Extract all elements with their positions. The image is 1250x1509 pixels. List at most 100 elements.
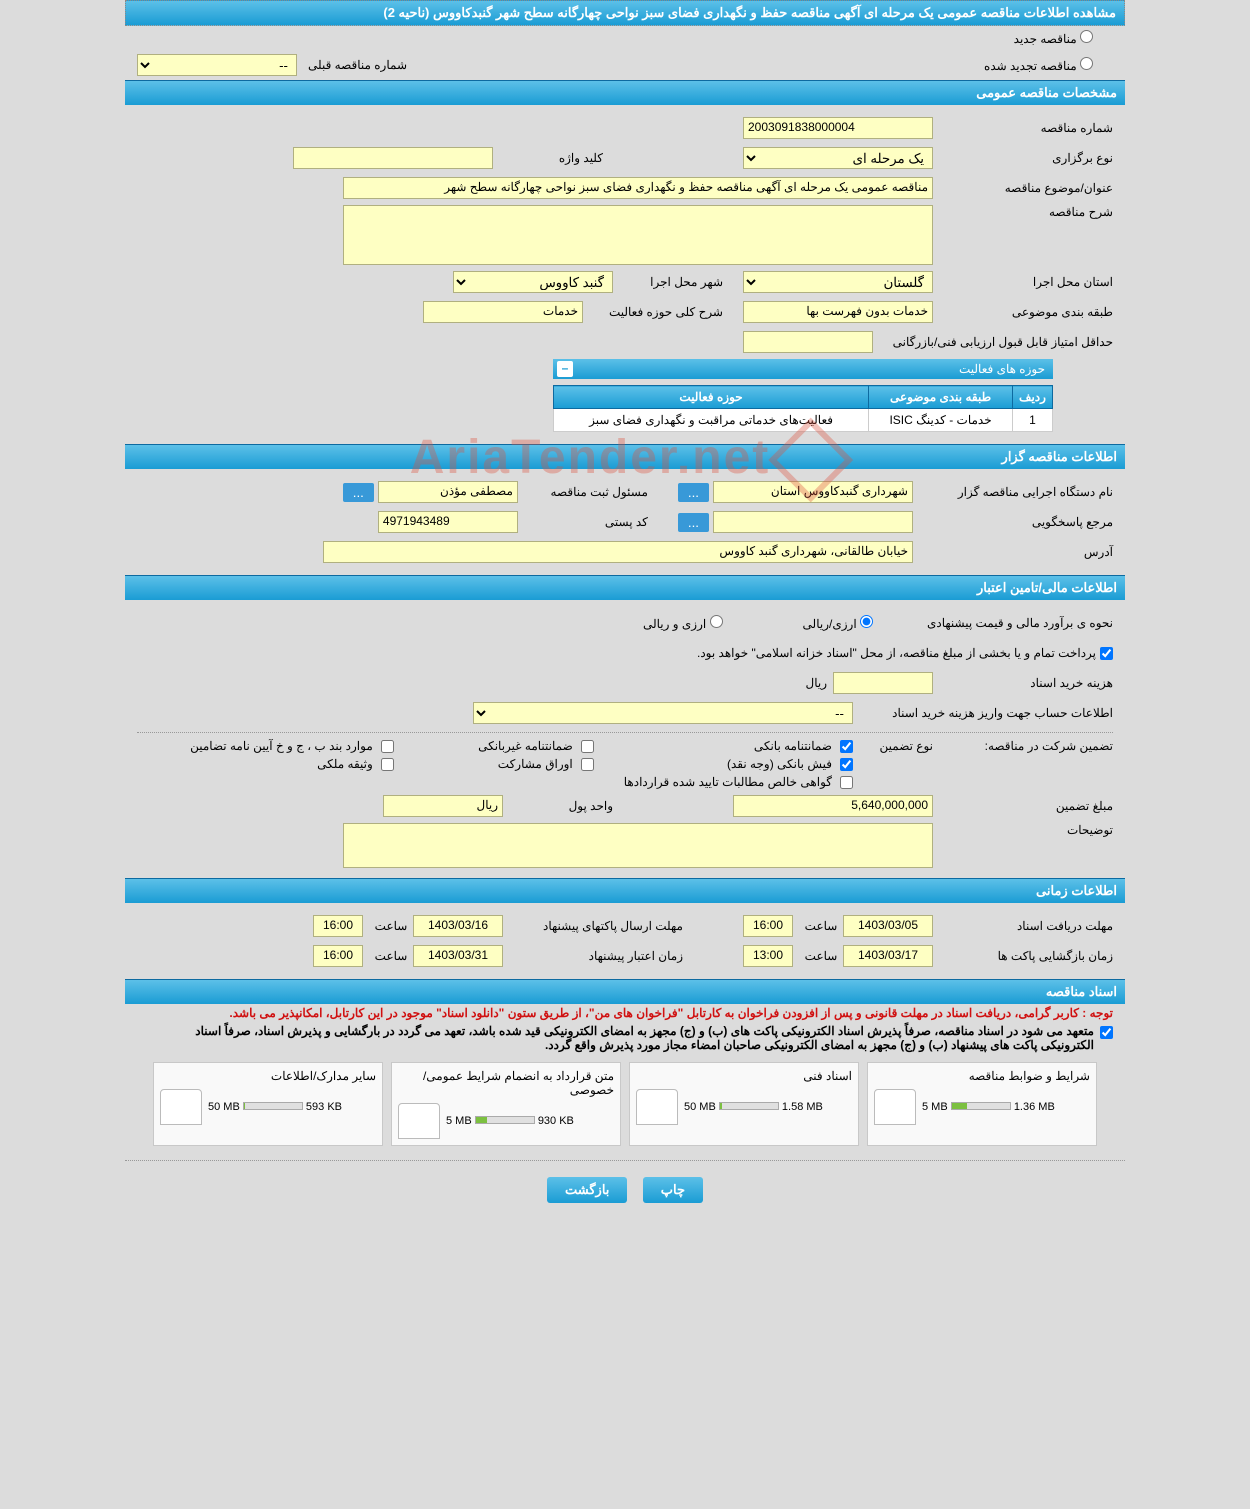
doc-quota: 5 MB	[446, 1115, 472, 1127]
th-row: ردیف	[1013, 386, 1053, 409]
section-documents: اسناد مناقصه	[125, 979, 1125, 1004]
type-select[interactable]: یک مرحله ای	[743, 147, 933, 169]
classification-label: طبقه بندی موضوعی	[933, 305, 1113, 319]
radio-renewed-tender-label: مناقصه تجدید شده	[984, 59, 1077, 73]
resp-input[interactable]	[713, 511, 913, 533]
doc-cost-input[interactable]	[833, 672, 933, 694]
payment-note-checkbox[interactable]	[1100, 647, 1113, 660]
radio-new-tender[interactable]: مناقصه جدید	[1014, 32, 1093, 46]
radio-rial[interactable]: ارزی/ریالی	[803, 615, 873, 631]
radio-new-tender-input[interactable]	[1080, 30, 1093, 43]
radio-new-tender-label: مناقصه جدید	[1014, 32, 1077, 46]
check-certified[interactable]	[840, 776, 853, 789]
validity-label: زمان اعتبار پیشنهاد	[503, 949, 683, 963]
radio-rial-label: ارزی/ریالی	[803, 617, 857, 631]
doc-title: شرایط و ضوابط مناقصه	[874, 1069, 1090, 1083]
doc-card[interactable]: متن قرارداد به انضمام شرایط عمومی/خصوصی …	[391, 1062, 621, 1146]
radio-foreign-input[interactable]	[710, 615, 723, 628]
print-button[interactable]: چاپ	[643, 1177, 703, 1203]
check-specific[interactable]	[381, 740, 394, 753]
radio-foreign[interactable]: ارزی و ریالی	[643, 615, 723, 631]
folder-icon	[160, 1089, 202, 1125]
validity-time-label: ساعت	[363, 949, 413, 963]
resp-reg-label: مسئول ثبت مناقصه	[518, 485, 648, 499]
doc-quota: 50 MB	[208, 1101, 240, 1113]
folder-icon	[874, 1089, 916, 1125]
unit-value: ریال	[383, 795, 503, 817]
min-score-input[interactable]	[743, 331, 873, 353]
check-bonds-label: اوراق مشارکت	[498, 757, 573, 771]
back-button[interactable]: بازگشت	[547, 1177, 627, 1203]
radio-rial-input[interactable]	[860, 615, 873, 628]
doc-size: 593 KB	[306, 1101, 342, 1113]
doc-title: متن قرارداد به انضمام شرایط عمومی/خصوصی	[398, 1069, 614, 1097]
send-time-label: ساعت	[363, 919, 413, 933]
prev-number-label: شماره مناقصه قبلی	[297, 58, 407, 72]
validity-time: 16:00	[313, 945, 363, 967]
exec-label: نام دستگاه اجرایی مناقصه گزار	[913, 485, 1113, 499]
doc-cost-label: هزینه خرید اسناد	[933, 676, 1113, 690]
activity-gen-value: خدمات	[423, 301, 583, 323]
activity-table: ردیف طبقه بندی موضوعی حوزه فعالیت 1خدمات…	[553, 385, 1053, 432]
description-label: شرح مناقصه	[933, 205, 1113, 219]
folder-icon	[636, 1089, 678, 1125]
guarantee-type-label: نوع تضمین	[853, 739, 933, 753]
check-bank[interactable]	[840, 740, 853, 753]
amount-label: مبلغ تضمین	[933, 799, 1113, 813]
check-bank-label: ضمانتنامه بانکی	[754, 739, 832, 753]
doc-size: 930 KB	[538, 1115, 574, 1127]
subject-value: مناقصه عمومی یک مرحله ای آگهی مناقصه حفظ…	[343, 177, 933, 199]
check-cash[interactable]	[840, 758, 853, 771]
city-label: شهر محل اجرا	[613, 275, 723, 289]
doc-card[interactable]: سایر مدارک/اطلاعات 50 MB 593 KB	[153, 1062, 383, 1146]
city-select[interactable]: گنبد کاووس	[453, 271, 613, 293]
subject-label: عنوان/موضوع مناقصه	[933, 181, 1113, 195]
guarantee-label: تضمین شرکت در مناقصه:	[933, 739, 1113, 753]
collapse-icon[interactable]: –	[557, 361, 573, 377]
exec-lookup-button[interactable]: ...	[678, 483, 709, 502]
check-property-label: وثیقه ملکی	[317, 757, 373, 771]
doc-size: 1.58 MB	[782, 1101, 823, 1113]
open-label: زمان بازگشایی پاکت ها	[933, 949, 1113, 963]
receive-time: 16:00	[743, 915, 793, 937]
doc-note-red: توجه : کاربر گرامی، دریافت اسناد در مهلت…	[125, 1004, 1125, 1022]
radio-renewed-tender[interactable]: مناقصه تجدید شده	[984, 57, 1093, 73]
receive-time-label: ساعت	[793, 919, 843, 933]
section-financial: اطلاعات مالی/تامین اعتبار	[125, 575, 1125, 600]
classification-value: خدمات بدون فهرست بها	[743, 301, 933, 323]
open-date: 1403/03/17	[843, 945, 933, 967]
section-organizer: اطلاعات مناقصه گزار	[125, 444, 1125, 469]
explain-textarea[interactable]	[343, 823, 933, 868]
open-time: 13:00	[743, 945, 793, 967]
province-label: استان محل اجرا	[933, 275, 1113, 289]
resp-reg-lookup-button[interactable]: ...	[343, 483, 374, 502]
send-date: 1403/03/16	[413, 915, 503, 937]
doc-card[interactable]: اسناد فنی 50 MB 1.58 MB	[629, 1062, 859, 1146]
description-textarea[interactable]	[343, 205, 933, 265]
check-nonbank[interactable]	[581, 740, 594, 753]
account-label: اطلاعات حساب جهت واریز هزینه خرید اسناد	[853, 706, 1113, 720]
check-bonds[interactable]	[581, 758, 594, 771]
receive-date: 1403/03/05	[843, 915, 933, 937]
resp-reg-value: مصطفی مؤذن	[378, 481, 518, 503]
doc-cost-unit: ریال	[805, 676, 827, 690]
doc-card[interactable]: شرایط و ضوابط مناقصه 5 MB 1.36 MB	[867, 1062, 1097, 1146]
province-select[interactable]: گلستان	[743, 271, 933, 293]
account-select[interactable]: --	[473, 702, 853, 724]
doc-note-checkbox[interactable]	[1100, 1026, 1113, 1039]
section-general: مشخصات مناقصه عمومی	[125, 80, 1125, 105]
prev-number-select[interactable]: --	[137, 54, 297, 76]
send-time: 16:00	[313, 915, 363, 937]
activity-gen-label: شرح کلی حوزه فعالیت	[583, 305, 723, 319]
check-property[interactable]	[381, 758, 394, 771]
resp-lookup-button[interactable]: ...	[678, 513, 709, 532]
doc-size: 1.36 MB	[1014, 1101, 1055, 1113]
doc-title: اسناد فنی	[636, 1069, 852, 1083]
radio-renewed-tender-input[interactable]	[1080, 57, 1093, 70]
min-score-label: حداقل امتیاز قابل قبول ارزیابی فنی/بازرگ…	[873, 335, 1113, 349]
check-certified-label: گواهی خالص مطالبات تایید شده قراردادها	[624, 775, 832, 789]
postal-label: کد پستی	[518, 515, 648, 529]
exec-value: شهرداری گنبدکاووس استان	[713, 481, 913, 503]
explain-label: توضیحات	[933, 823, 1113, 837]
keyword-input[interactable]	[293, 147, 493, 169]
